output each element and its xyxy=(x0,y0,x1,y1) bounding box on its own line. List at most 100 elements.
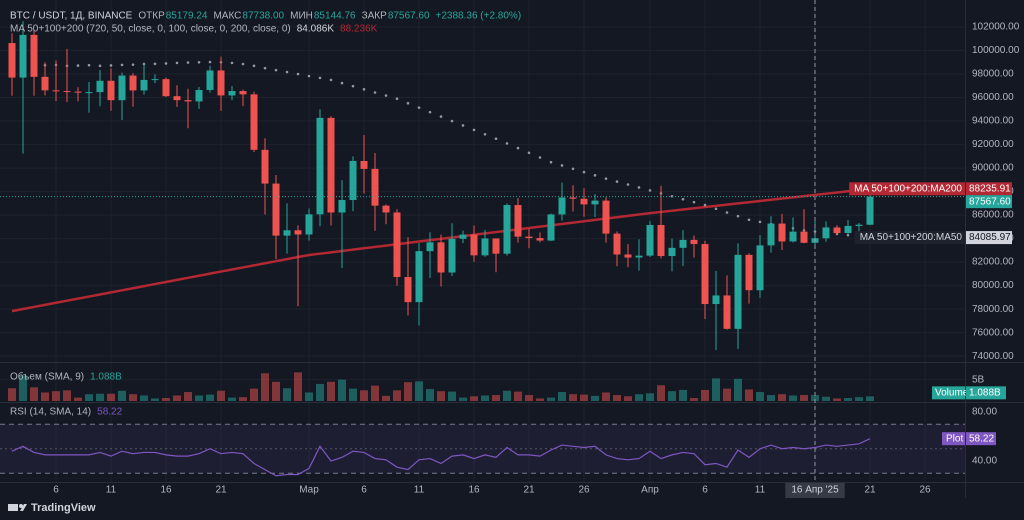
candle-body xyxy=(767,223,775,246)
ohlc-name: МАКС xyxy=(213,11,241,22)
volume-bar xyxy=(96,393,104,401)
price-tag xyxy=(966,386,1006,400)
volume-bar xyxy=(855,397,863,401)
ohlc-name: ЗАКР xyxy=(362,11,388,22)
volume-bar xyxy=(569,394,577,401)
volume-bar xyxy=(173,395,181,401)
candle-body xyxy=(217,70,225,96)
volume-bar xyxy=(437,391,445,401)
price-tag-label: 88235.91 xyxy=(969,183,1011,194)
ohlc-value: 87567.60 xyxy=(388,11,430,22)
volume-bar xyxy=(767,395,775,401)
ma50-point xyxy=(626,183,630,186)
ma50-point xyxy=(758,220,762,224)
volume-bar xyxy=(415,381,423,401)
candle-body xyxy=(525,236,533,239)
y-tick-label: 90000.00 xyxy=(972,163,1014,174)
volume-bar xyxy=(272,381,280,401)
candle-body xyxy=(855,224,863,226)
candle-body xyxy=(162,79,170,97)
candle-body xyxy=(481,238,489,256)
ma50-point xyxy=(681,197,685,201)
volume-bar xyxy=(756,392,764,401)
volume-bar xyxy=(613,395,621,401)
candle-body xyxy=(228,91,236,96)
volume-bar xyxy=(591,395,599,401)
ma50-point xyxy=(274,68,278,72)
x-tick-label: 26 xyxy=(578,485,590,496)
volume-bar xyxy=(19,375,27,401)
ma50-point xyxy=(318,76,322,80)
candle-body xyxy=(338,200,346,213)
volume-bar xyxy=(481,395,489,401)
ma50-point xyxy=(340,81,344,85)
volume-bar xyxy=(217,390,225,401)
ma50-point xyxy=(120,63,124,67)
ma50-point xyxy=(230,61,234,65)
candle-body xyxy=(536,238,544,241)
candle-body xyxy=(712,295,720,305)
volume-bar xyxy=(536,398,544,401)
price-tag-label: 84085.97 xyxy=(969,232,1011,243)
grid xyxy=(0,0,965,482)
series-tag-label: MA 50+100+200:MA50 xyxy=(860,232,963,243)
candle-body xyxy=(690,239,698,245)
x-tick-label: 16 xyxy=(160,485,172,496)
labels: 74000.00 76000.00 78000.00 80000.00 82000.00… xyxy=(10,0,1020,498)
y-tick-label: 102000.00 xyxy=(972,22,1020,33)
ma50-point xyxy=(461,124,465,127)
candle-body xyxy=(822,227,830,239)
price-tag xyxy=(966,432,996,446)
volume-bar xyxy=(745,389,753,401)
crosshair-label: 16 Апр '25 xyxy=(791,485,839,496)
candle-body xyxy=(448,238,456,273)
crosshair-label-box xyxy=(785,483,845,498)
chart-title: BTC / USDT, 1Д, BINANCE xyxy=(10,11,133,22)
candle-body xyxy=(866,196,874,225)
y-tick-label: 82000.00 xyxy=(972,257,1014,268)
candle-body xyxy=(239,91,247,95)
x-tick-label: 6 xyxy=(361,485,367,496)
y-tick-label: 5B xyxy=(972,374,985,385)
volume-bar xyxy=(712,378,720,401)
ma50-point xyxy=(351,84,355,88)
candle-body xyxy=(195,89,203,102)
ma50-point xyxy=(747,218,751,222)
rsi-tag xyxy=(942,432,965,446)
ma50-point xyxy=(692,200,696,204)
volume-bar xyxy=(327,381,335,401)
candle-body xyxy=(833,227,841,234)
volume-bar xyxy=(503,390,511,401)
ma50-point xyxy=(648,189,652,192)
x-tick-label: 26 xyxy=(919,485,931,496)
ma50-point xyxy=(109,64,113,67)
ma50-point xyxy=(307,74,311,78)
volume-bar xyxy=(811,395,819,401)
candle-body xyxy=(96,80,104,93)
candle-body xyxy=(415,251,423,303)
y-tick-label: 80.00 xyxy=(972,407,997,418)
candle-body xyxy=(602,200,610,234)
ma50-point xyxy=(76,64,80,67)
volume-bar xyxy=(30,387,38,401)
volume-bar xyxy=(349,388,357,401)
candle-body xyxy=(184,100,192,102)
y-tick-label: 96000.00 xyxy=(972,92,1014,103)
volume-bar xyxy=(294,372,302,401)
x-tick-label: 6 xyxy=(53,485,59,496)
ma50-point xyxy=(296,72,300,76)
candle-body xyxy=(107,80,115,101)
price-tag-label: 87567.60 xyxy=(969,196,1011,207)
ma50-point xyxy=(538,156,542,159)
volume-bar xyxy=(404,382,412,401)
brand: TradingView xyxy=(31,502,96,514)
candle-body xyxy=(118,75,126,101)
ma50-point xyxy=(527,151,531,155)
ohlc-value: 85179.24 xyxy=(166,11,208,22)
ma200-legend-value: 88.236K xyxy=(340,24,378,35)
ma50-point xyxy=(560,164,564,167)
candle-body xyxy=(349,160,357,201)
candle-body xyxy=(305,214,313,235)
